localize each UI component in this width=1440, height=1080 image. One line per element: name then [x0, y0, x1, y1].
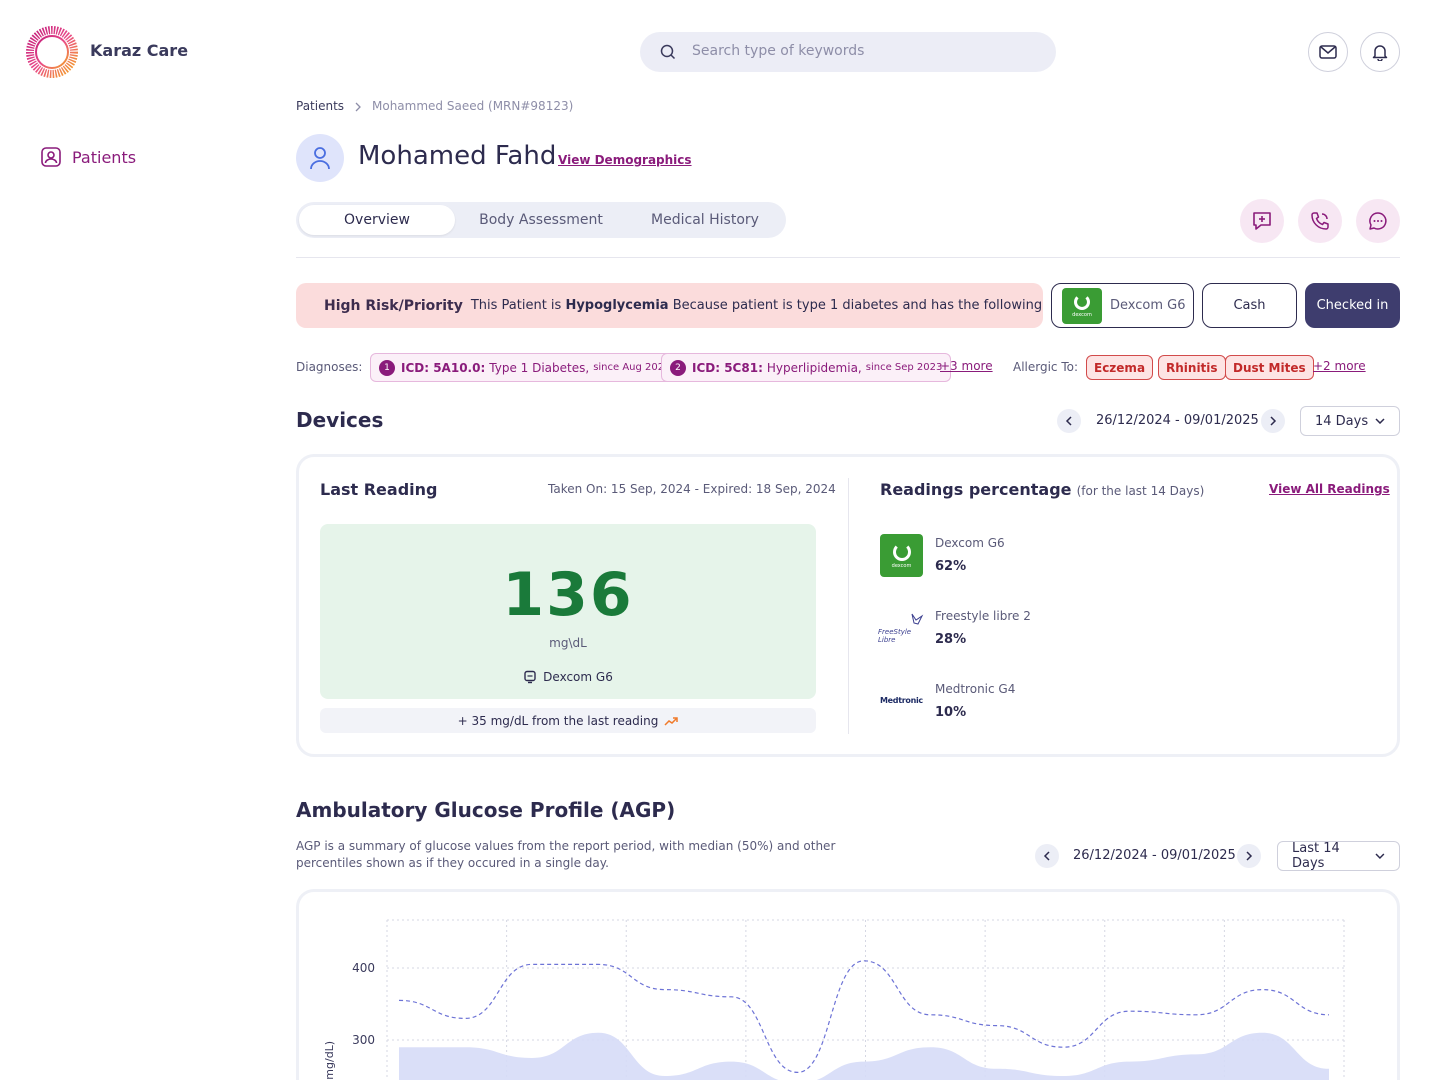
prev-range-button[interactable] [1057, 409, 1081, 433]
reading-value: 136 [502, 560, 634, 630]
agp-chart-card: 400 300 (mg/dL) [296, 889, 1400, 1080]
brand-name: Karaz Care [90, 41, 189, 60]
checked-in-button[interactable]: Checked in [1305, 283, 1400, 328]
diagnoses-more-link[interactable]: +3 more [940, 359, 993, 373]
y-axis-label: (mg/dL) [323, 1041, 336, 1080]
devices-title: Devices [296, 408, 384, 432]
search-bar[interactable]: Search type of keywords [640, 32, 1056, 72]
agp-title: Ambulatory Glucose Profile (AGP) [296, 798, 676, 822]
butterfly-icon [911, 613, 924, 625]
devices-period-select[interactable]: 14 Days [1300, 406, 1400, 436]
diagnosis-chip[interactable]: 2 ICD: 5C81: Hyperlipidemia, since Sep 2… [661, 353, 952, 382]
view-demographics-link[interactable]: View Demographics [558, 153, 692, 167]
chat-icon [1369, 212, 1387, 230]
add-message-button[interactable] [1240, 199, 1284, 243]
device-percentage: 28% [935, 632, 967, 647]
device-pill[interactable]: dexcom Dexcom G6 [1051, 283, 1194, 328]
last-reading-title: Last Reading [320, 480, 438, 499]
message-plus-icon [1253, 212, 1271, 230]
reading-delta: + 35 mg/dL from the last reading [320, 708, 816, 733]
agp-period-select[interactable]: Last 14 Days [1277, 841, 1400, 871]
user-icon [310, 147, 330, 170]
agp-percentile-area [399, 1032, 1329, 1080]
chevron-down-icon [1375, 853, 1385, 859]
device-percentage: 62% [935, 559, 967, 574]
agp-upper-percentile-line [398, 960, 1330, 1074]
patient-card-icon [41, 147, 61, 167]
allergy-chip[interactable]: Eczema [1086, 355, 1154, 380]
dexcom-logo: dexcom [1062, 287, 1102, 324]
agp-prev-range-button[interactable] [1035, 844, 1059, 868]
devices-date-range: 26/12/2024 - 09/01/2025 [1096, 413, 1259, 428]
search-icon [660, 44, 676, 60]
chevron-down-icon [1375, 418, 1385, 424]
tab-medical-history[interactable]: Medical History [651, 212, 759, 228]
device-pill-label: Dexcom G6 [1110, 298, 1186, 313]
mail-button[interactable] [1308, 32, 1348, 72]
search-input[interactable]: Search type of keywords [692, 43, 865, 59]
last-reading-box: 136 mg\dL Dexcom G6 [320, 524, 816, 699]
device-name: Medtronic G4 [935, 682, 1016, 696]
patient-name: Mohamed Fahd [358, 141, 557, 171]
diagnosis-chip[interactable]: 1 ICD: 5A10.0: Type 1 Diabetes, since Au… [370, 353, 680, 382]
view-all-readings-link[interactable]: View All Readings [1269, 482, 1390, 496]
y-tick-label: 400 [352, 961, 375, 975]
sidebar-item-patients[interactable]: Patients [40, 146, 136, 168]
chevron-left-icon [1043, 851, 1050, 861]
alert-suffix: Because patient is type 1 diabetes and h… [672, 298, 1043, 313]
dexcom-logo: dexcom [880, 534, 923, 577]
notifications-button[interactable] [1360, 32, 1400, 72]
risk-alert: High Risk/Priority This Patient is Hypog… [296, 283, 1043, 328]
tab-overview[interactable]: Overview [299, 205, 455, 235]
agp-description: AGP is a summary of glucose values from … [296, 839, 836, 870]
allergy-chip[interactable]: Rhinitis [1158, 355, 1226, 380]
tab-body-assessment[interactable]: Body Assessment [479, 212, 603, 228]
allergy-chip[interactable]: Dust Mites [1225, 355, 1314, 380]
karaz-logo-icon [26, 26, 78, 78]
alert-condition: Hypoglycemia [565, 298, 669, 313]
device-icon [524, 670, 536, 684]
agp-next-range-button[interactable] [1237, 844, 1261, 868]
trend-up-icon [664, 716, 679, 726]
chevron-left-icon [1065, 416, 1072, 426]
avatar [296, 134, 344, 182]
bell-icon [1372, 45, 1388, 61]
payment-pill[interactable]: Cash [1202, 283, 1297, 328]
next-range-button[interactable] [1261, 409, 1285, 433]
chevron-right-icon [1270, 416, 1277, 426]
sidebar-item-label: Patients [72, 147, 137, 167]
device-percentage: 10% [935, 705, 967, 720]
freestyle-libre-logo: FreeStyle Libre [878, 610, 924, 650]
readings-percentage-header: Readings percentage (for the last 14 Day… [880, 480, 1205, 499]
medtronic-logo: Medtronic [880, 696, 923, 705]
chat-button[interactable] [1356, 199, 1400, 243]
phone-icon [1311, 212, 1329, 230]
chevron-right-icon [1246, 851, 1253, 861]
allergies-more-link[interactable]: +2 more [1313, 359, 1366, 373]
y-tick-label: 300 [352, 1033, 375, 1047]
alert-prefix: This Patient is [470, 298, 562, 313]
diagnoses-label: Diagnoses: [296, 360, 363, 374]
brand-logo[interactable] [26, 26, 78, 78]
card-divider [848, 478, 849, 734]
agp-date-range: 26/12/2024 - 09/01/2025 [1073, 848, 1236, 863]
reading-source: Dexcom G6 [320, 670, 816, 684]
allergies-label: Allergic To: [1013, 360, 1079, 374]
device-name: Freestyle libre 2 [935, 609, 1031, 623]
alert-title: High Risk/Priority [324, 297, 463, 314]
chevron-right-icon [355, 102, 361, 112]
breadcrumb-current: Mohammed Saeed (MRN#98123) [372, 99, 574, 113]
tab-bar: Overview Body Assessment Medical History [296, 202, 786, 238]
reading-unit: mg\dL [549, 636, 587, 650]
mail-icon [1319, 45, 1337, 59]
breadcrumb-root[interactable]: Patients [296, 99, 345, 113]
call-button[interactable] [1298, 199, 1342, 243]
last-reading-taken: Taken On: 15 Sep, 2024 - Expired: 18 Sep… [548, 482, 836, 496]
header-divider [296, 257, 1400, 258]
agp-chart: 400 300 (mg/dL) [323, 919, 1345, 1080]
device-name: Dexcom G6 [935, 536, 1005, 550]
